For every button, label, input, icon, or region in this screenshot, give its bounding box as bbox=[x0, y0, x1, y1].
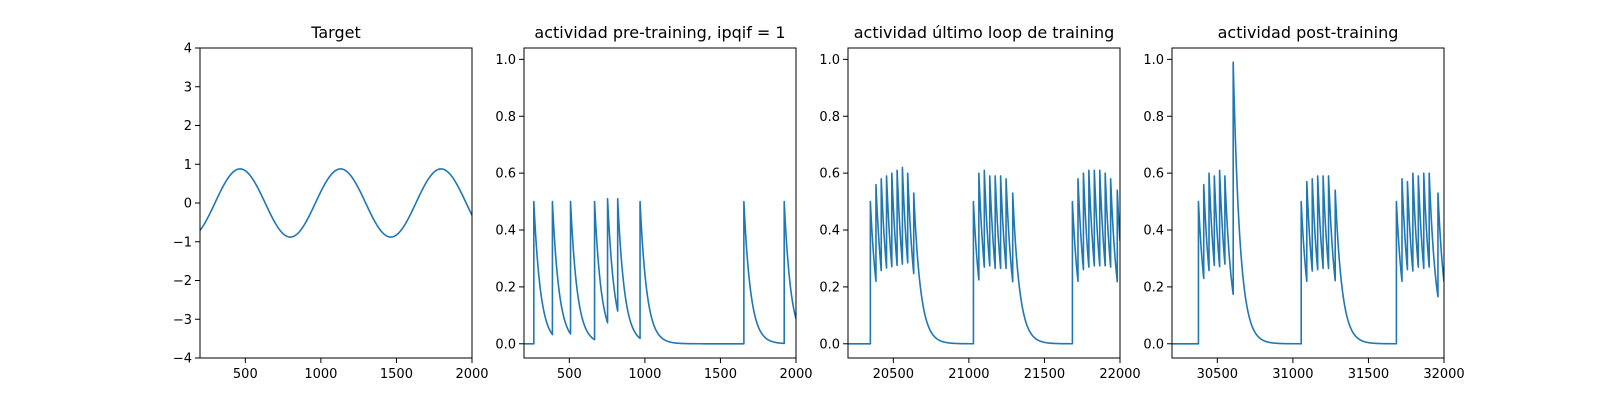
x-tick-label: 500 bbox=[233, 367, 258, 382]
x-tick-label: 1000 bbox=[304, 367, 337, 382]
x-tick-label: 32000 bbox=[1423, 367, 1464, 382]
y-tick-label: 0.0 bbox=[495, 337, 516, 352]
plot-frame bbox=[1171, 47, 1445, 359]
y-tick-label: 0.8 bbox=[819, 110, 840, 125]
y-tick-label: 0.6 bbox=[1143, 167, 1164, 182]
x-tick-label: 1000 bbox=[628, 367, 661, 382]
y-tick-label: 2 bbox=[184, 119, 192, 134]
x-tick-label: 20500 bbox=[873, 367, 914, 382]
x-tick-label: 30500 bbox=[1197, 367, 1238, 382]
y-tick-label: 1 bbox=[184, 158, 192, 173]
series-line bbox=[848, 166, 1120, 345]
subplot-4: 30500 31000 31500 32000 0.0 0.2 0.4 0.6 0.8 1.0 ac… bbox=[1143, 23, 1464, 382]
y-tick-label: −1 bbox=[173, 235, 192, 250]
y-tick-label: 0.2 bbox=[819, 280, 840, 295]
x-tick-label: 22000 bbox=[1099, 367, 1140, 382]
y-tick-label: 0.4 bbox=[1143, 224, 1164, 239]
y-tick-label: 0.0 bbox=[1143, 337, 1164, 352]
x-tick-label: 1500 bbox=[704, 367, 737, 382]
x-tick-label: 2000 bbox=[455, 367, 488, 382]
y-tick-label: 0.0 bbox=[819, 337, 840, 352]
x-tick-label: 2000 bbox=[779, 367, 812, 382]
y-tick-label: 0 bbox=[184, 197, 192, 212]
x-tick-label: 21000 bbox=[948, 367, 989, 382]
y-tick-label: 0.6 bbox=[495, 167, 516, 182]
x-tick-label: 31000 bbox=[1272, 367, 1313, 382]
series-line bbox=[1172, 61, 1444, 345]
y-tick-label: 1.0 bbox=[819, 53, 840, 68]
y-tick-label: 3 bbox=[184, 80, 192, 95]
y-tick-label: −3 bbox=[173, 313, 192, 328]
x-tick-label: 21500 bbox=[1024, 367, 1065, 382]
plot-frame bbox=[847, 47, 1121, 359]
plot-frame bbox=[523, 47, 797, 359]
subplot-title: actividad pre-training, ipqif = 1 bbox=[534, 23, 785, 42]
y-tick-label: 4 bbox=[184, 42, 192, 57]
y-tick-label: 0.4 bbox=[495, 224, 516, 239]
y-tick-label: 0.2 bbox=[1143, 280, 1164, 295]
y-tick-label: 0.6 bbox=[819, 167, 840, 182]
x-tick-label: 31500 bbox=[1348, 367, 1389, 382]
y-tick-label: −2 bbox=[173, 274, 192, 289]
y-tick-label: −4 bbox=[173, 352, 192, 367]
subplot-2: 500 1000 1500 2000 0.0 0.2 0.4 0.6 0.8 1.0 activid… bbox=[495, 23, 812, 382]
y-tick-label: 0.8 bbox=[1143, 110, 1164, 125]
x-tick-label: 500 bbox=[557, 367, 582, 382]
y-tick-label: 0.4 bbox=[819, 224, 840, 239]
subplot-1: 500 1000 1500 2000 −4 −3 −2 −1 0 1 2 3 4 Target bbox=[173, 23, 489, 382]
subplot-title: actividad post-training bbox=[1218, 23, 1399, 42]
y-tick-label: 0.8 bbox=[495, 110, 516, 125]
y-tick-label: 1.0 bbox=[495, 53, 516, 68]
subplot-3: 20500 21000 21500 22000 0.0 0.2 0.4 0.6 0.8 1.0 ac… bbox=[819, 23, 1140, 382]
y-tick-label: 0.2 bbox=[495, 280, 516, 295]
x-tick-label: 1500 bbox=[380, 367, 413, 382]
series-line bbox=[524, 197, 796, 345]
subplot-title: actividad último loop de training bbox=[854, 23, 1115, 42]
y-tick-label: 1.0 bbox=[1143, 53, 1164, 68]
series-line bbox=[200, 168, 472, 238]
subplot-title: Target bbox=[310, 23, 361, 42]
plot-frame bbox=[199, 47, 473, 359]
